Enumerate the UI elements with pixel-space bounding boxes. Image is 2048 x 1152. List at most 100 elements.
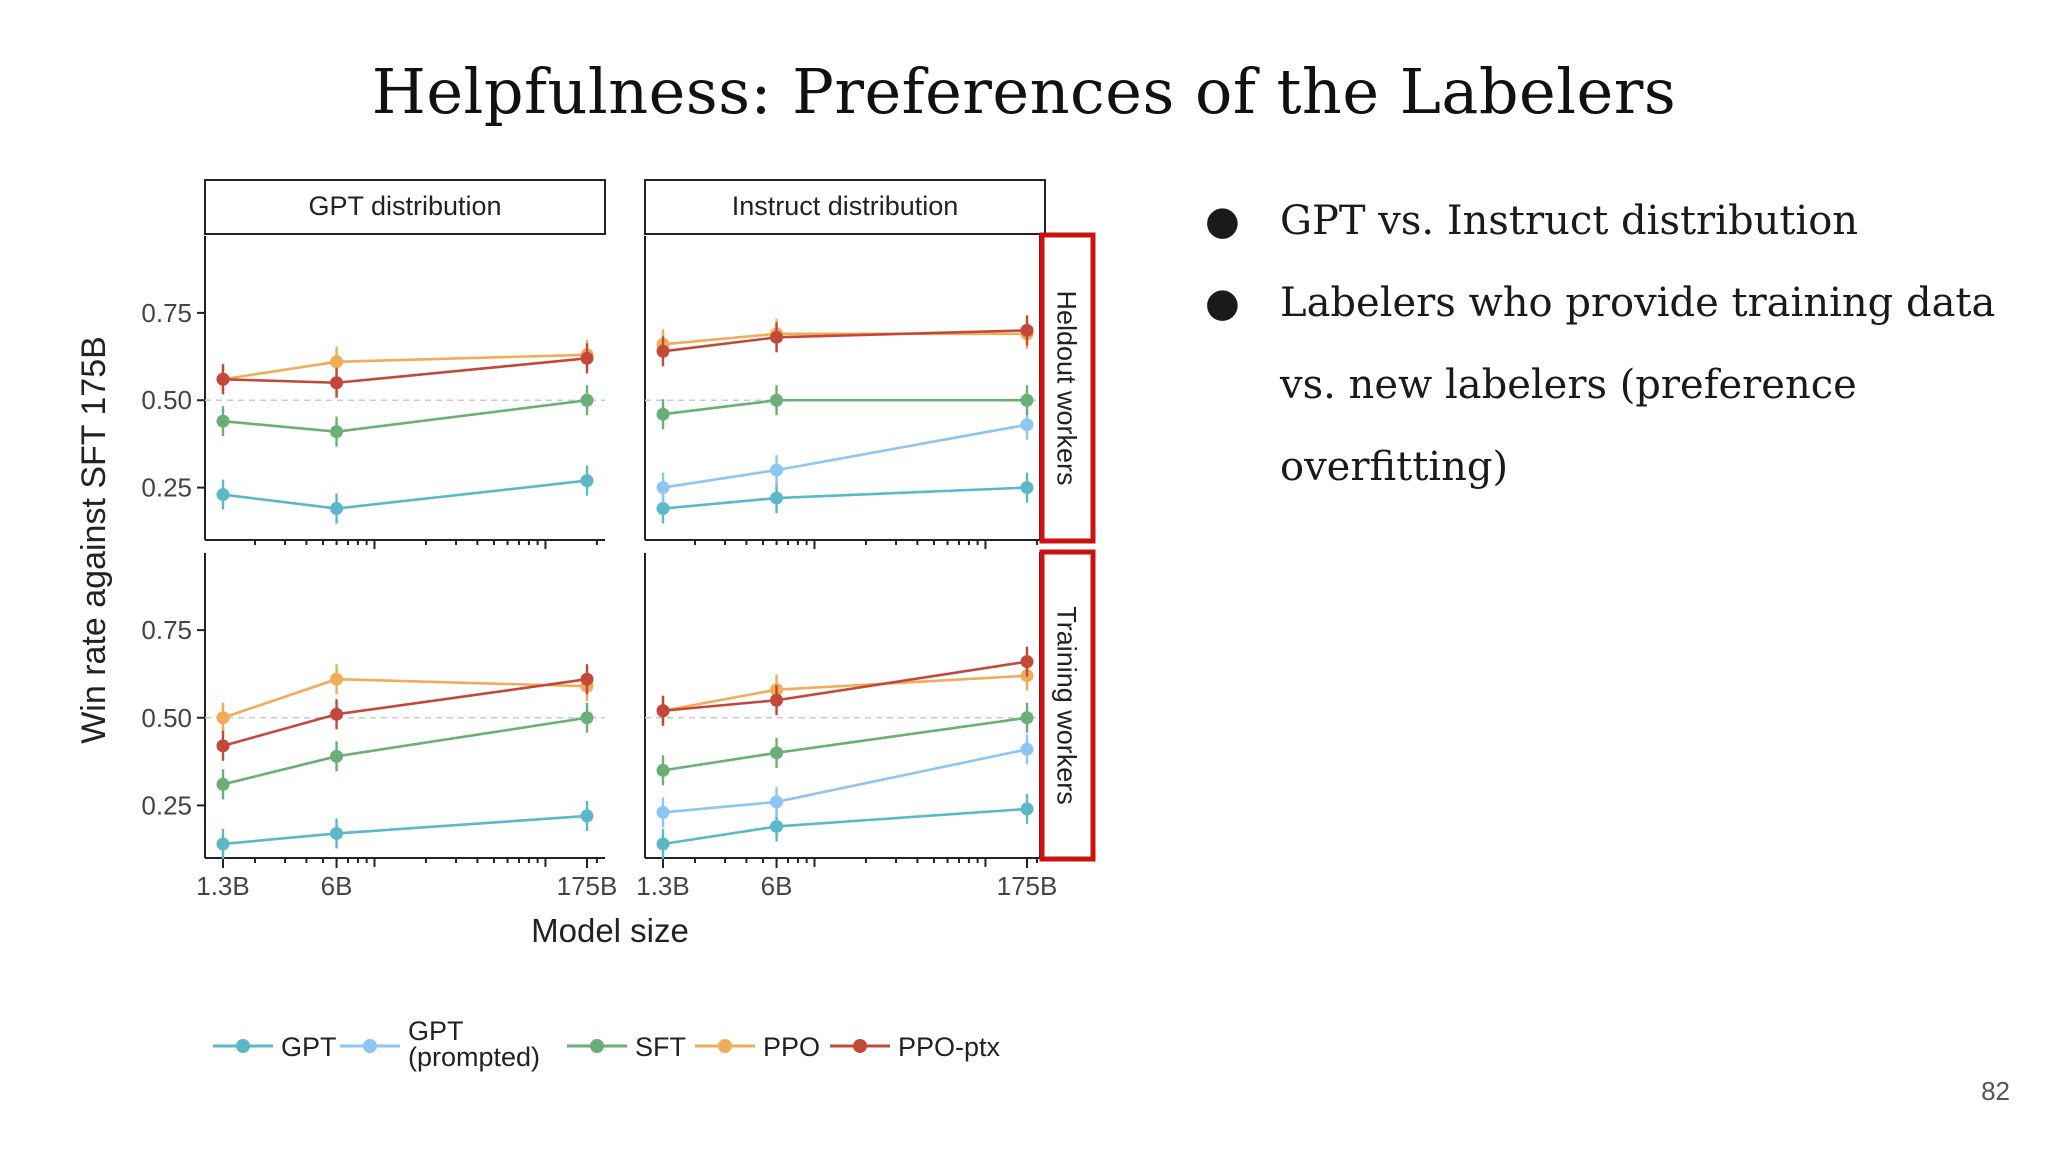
facet-row-label: Heldout workers (1051, 290, 1081, 485)
facet-strip-box (644, 179, 1046, 235)
data-point (1020, 802, 1034, 816)
x-tick-label: 1.3B (636, 871, 690, 901)
data-point (330, 826, 344, 840)
series-line (662, 398, 1027, 416)
legend-label: (prompted) (408, 1042, 540, 1072)
series-line (222, 814, 588, 846)
series-line (662, 716, 1028, 772)
data-point (330, 355, 344, 369)
y-tick-label: 0.75 (141, 298, 192, 328)
legend-marker (853, 1039, 867, 1053)
legend-marker (363, 1039, 377, 1053)
data-point (1020, 393, 1034, 407)
data-point (770, 795, 784, 809)
data-point (656, 763, 670, 777)
data-point (770, 393, 784, 407)
legend-label: SFT (635, 1032, 686, 1062)
data-point (656, 407, 670, 421)
series-line (222, 677, 588, 748)
data-point (1020, 711, 1034, 725)
series-line (662, 423, 1028, 489)
data-point (656, 837, 670, 851)
bullet-item: ● GPT vs. Instruct distribution (1195, 180, 2015, 262)
data-point (656, 481, 670, 495)
series-line (222, 398, 588, 433)
data-point (216, 711, 230, 725)
data-point (770, 491, 784, 505)
bullet-text: Labelers who provide training data vs. n… (1280, 280, 1996, 490)
data-point (1020, 481, 1034, 495)
legend-marker (718, 1039, 732, 1053)
data-point (330, 749, 344, 763)
data-point (770, 819, 784, 833)
facet-strip-box (204, 179, 606, 235)
series-line (662, 807, 1028, 846)
facet-strip-label: Instruct distribution (732, 191, 959, 221)
data-point (580, 474, 594, 488)
legend-label: GPT (408, 1016, 464, 1046)
series-line (662, 486, 1028, 510)
data-point (580, 809, 594, 823)
facet-row-strip-box (1039, 235, 1094, 541)
data-point (580, 711, 594, 725)
x-tick-label: 175B (557, 871, 618, 901)
series-line (662, 748, 1028, 814)
y-axis-title: Win rate against SFT 175B (75, 336, 113, 744)
y-tick-label: 0.50 (141, 385, 192, 415)
data-point (656, 704, 670, 718)
data-point (216, 837, 230, 851)
legend-marker (236, 1039, 250, 1053)
x-tick-label: 1.3B (196, 871, 250, 901)
data-point (770, 330, 784, 344)
legend-label: PPO-ptx (898, 1032, 1001, 1062)
legend-marker (590, 1039, 604, 1053)
bullet-item: ● Labelers who provide training data vs. … (1195, 262, 2015, 508)
legend-label: GPT (281, 1032, 337, 1062)
data-point (770, 463, 784, 477)
x-tick-label: 6B (761, 871, 793, 901)
series-line (222, 479, 588, 510)
data-point (330, 425, 344, 439)
facet-row-label: Training workers (1051, 606, 1081, 805)
series-line (222, 716, 588, 786)
data-point (580, 351, 594, 365)
legend-label: PPO (763, 1032, 820, 1062)
data-point (656, 502, 670, 516)
data-point (1020, 418, 1034, 432)
bullet-dot-icon: ● (1205, 280, 1240, 326)
data-point (580, 672, 594, 686)
x-tick-label: 6B (321, 871, 353, 901)
facet-strip-label: GPT distribution (308, 191, 501, 221)
highlight-box (1039, 232, 1096, 544)
data-point (656, 344, 670, 358)
data-point (1020, 655, 1034, 669)
y-tick-label: 0.75 (141, 615, 192, 645)
series-line (222, 677, 588, 720)
data-point (330, 707, 344, 721)
highlight-box (1039, 549, 1096, 862)
slide-title: Helpfulness: Preferences of the Labelers (371, 55, 1677, 128)
data-point (1020, 323, 1034, 337)
data-point (1020, 742, 1034, 756)
bullet-dot-icon: ● (1205, 198, 1240, 244)
y-tick-label: 0.25 (141, 473, 192, 503)
y-tick-label: 0.25 (141, 790, 192, 820)
page-number: 82 (1981, 1076, 2010, 1106)
y-tick-label: 0.50 (141, 703, 192, 733)
data-point (656, 805, 670, 819)
x-tick-label: 175B (997, 871, 1058, 901)
data-point (216, 372, 230, 386)
data-point (580, 393, 594, 407)
data-point (216, 488, 230, 502)
data-point (216, 739, 230, 753)
data-point (216, 777, 230, 791)
data-point (216, 414, 230, 428)
bullet-list: ● GPT vs. Instruct distribution ● Labelers… (1195, 180, 2015, 508)
data-point (330, 502, 344, 516)
data-point (330, 376, 344, 390)
data-point (770, 746, 784, 760)
x-axis-title: Model size (531, 912, 689, 949)
bullet-text: GPT vs. Instruct distribution (1280, 198, 1859, 244)
data-point (770, 693, 784, 707)
